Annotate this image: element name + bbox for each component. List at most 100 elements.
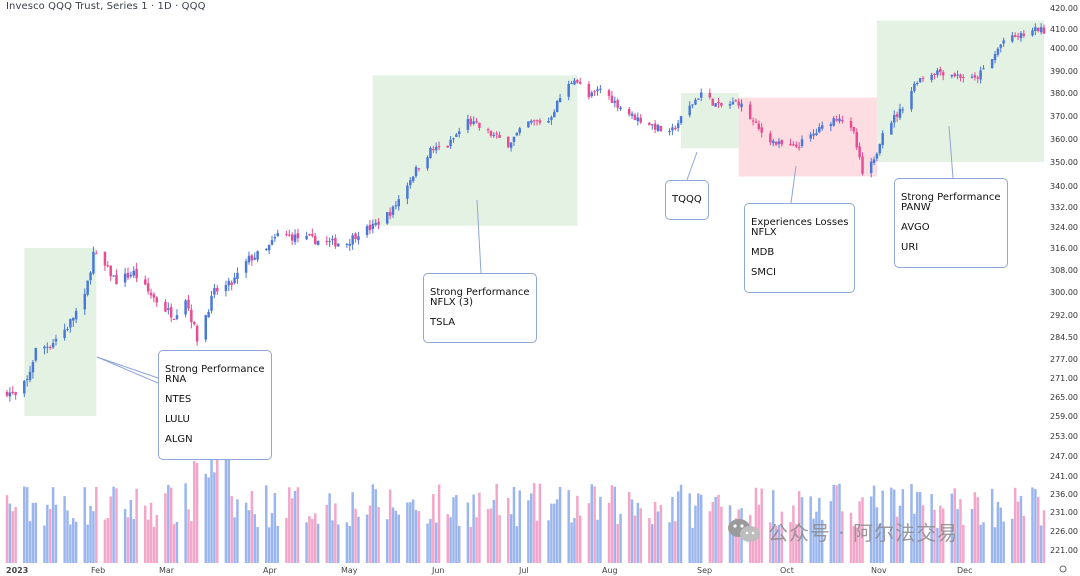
volume-bar [538, 483, 542, 563]
candle-body [432, 148, 435, 151]
volume-bar [610, 485, 614, 563]
volume-bar [449, 517, 452, 563]
candle-body [256, 251, 259, 260]
candle-body [305, 235, 308, 240]
candle-body [910, 90, 913, 110]
volume-bar [921, 505, 925, 563]
volume-bar [167, 484, 170, 563]
candle-body [149, 292, 153, 296]
annotation-line: TQQQ [672, 194, 702, 205]
volume-bar [838, 483, 841, 563]
candle-body [184, 300, 187, 315]
candle-body [411, 176, 415, 182]
annotation-callout[interactable]: Strong Performance RNA NTES LULU ALGN [158, 350, 272, 460]
volume-bar [54, 504, 58, 563]
annotation-leader [96, 356, 159, 379]
candle-body [293, 234, 297, 242]
volume-bar [512, 486, 516, 563]
candle-body [754, 121, 758, 123]
candle-body [616, 100, 619, 108]
candle-body [619, 107, 622, 110]
candle-body [875, 153, 879, 159]
annotation-callout[interactable]: TQQQ [665, 180, 709, 220]
volume-bar [411, 499, 415, 563]
candle-body [832, 118, 835, 126]
candle-body [576, 80, 579, 83]
volume-bar [711, 502, 714, 563]
volume-bar [872, 485, 876, 563]
candle-body [190, 309, 193, 323]
candle-body [472, 121, 475, 124]
volume-bar [210, 449, 213, 563]
volume-bar [898, 505, 902, 563]
volume-bar [950, 493, 954, 563]
volume-bar [357, 516, 360, 563]
volume-bar [475, 517, 478, 563]
highlight-zone [24, 248, 97, 416]
annotation-callout[interactable]: Experiences Losses NFLX MDB SMCI [744, 203, 856, 293]
volume-bar [547, 520, 550, 563]
candle-body [711, 98, 714, 106]
volume-bar [933, 509, 936, 563]
volume-bar [587, 503, 591, 563]
volume-bar [697, 493, 700, 563]
candle-body [48, 347, 52, 349]
annotation-callout[interactable]: Strong Performance PANW AVGO URI [894, 178, 1008, 268]
annotation-callout[interactable]: Strong Performance NFLX (3) TSLA [423, 273, 537, 343]
candle-body [446, 145, 449, 148]
volume-bar [250, 491, 254, 563]
candle-body [697, 98, 700, 100]
volume-bar [368, 505, 372, 563]
candle-body [881, 133, 884, 145]
annotation-leader [948, 125, 954, 179]
annotation-title: Strong Performance [430, 287, 530, 298]
candle-body [331, 238, 334, 241]
x-tick-label: Apr [263, 566, 278, 575]
volume-bar [795, 524, 798, 563]
candle-body [5, 391, 9, 396]
candle-body [204, 315, 207, 340]
candle-body [345, 243, 349, 245]
chart-title: Invesco QQQ Trust, Series 1 · 1D · QQQ [6, 1, 206, 12]
candle-body [976, 77, 979, 79]
volume-bar [676, 491, 680, 563]
volume-bar [195, 462, 199, 563]
volume-bar [192, 460, 196, 563]
volume-bar [478, 492, 481, 563]
volume-bar [345, 522, 349, 563]
candle-body [916, 83, 919, 85]
volume-bar [999, 507, 1003, 563]
candle-body [288, 234, 291, 236]
volume-bar [930, 494, 933, 563]
candle-body [207, 311, 210, 318]
candle-body [567, 83, 570, 97]
y-tick-label: 226.00 [1050, 527, 1078, 536]
candle-body [872, 159, 876, 163]
candle-body [809, 134, 812, 139]
candle-body [308, 234, 311, 236]
volume-bar [273, 493, 277, 563]
volume-bar [527, 500, 530, 563]
volume-bar [648, 518, 651, 563]
volume-bar [313, 513, 317, 563]
volume-bar [348, 526, 352, 563]
candle-body [506, 136, 510, 148]
volume-bar [83, 487, 87, 563]
volume-bar [169, 487, 173, 563]
candle-body [815, 133, 818, 135]
candle-body [820, 125, 824, 129]
annotation-leader [96, 356, 159, 384]
volume-bar [918, 491, 922, 563]
candle-body [23, 380, 26, 394]
candle-body [123, 273, 127, 283]
volume-bar [351, 492, 354, 563]
candle-body [734, 100, 738, 102]
volume-bar [509, 514, 513, 563]
candle-body [748, 104, 752, 120]
y-tick-label: 316.00 [1050, 244, 1078, 253]
candle-body [236, 272, 239, 280]
candle-body [14, 392, 17, 395]
candle-body [771, 140, 775, 144]
candle-body [409, 180, 412, 186]
